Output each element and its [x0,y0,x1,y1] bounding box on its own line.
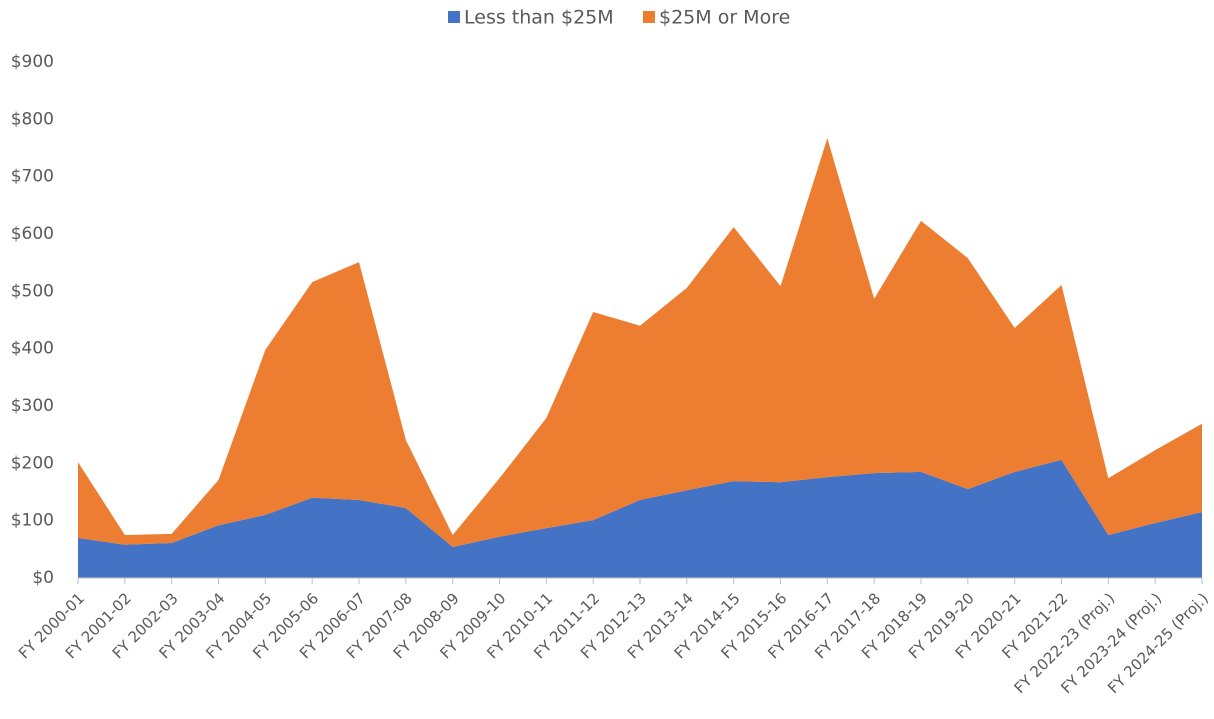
area [78,459,1202,578]
legend-swatch [448,11,460,23]
y-tick-label: $600 [11,224,54,244]
y-tick-label: $800 [11,109,54,129]
y-tick-label: $300 [11,396,54,416]
y-tick-label: $400 [11,339,54,359]
y-tick-label: $900 [11,52,54,72]
y-tick-label: $0 [32,568,54,588]
legend-label: Less than $25M [464,7,614,29]
y-tick-label: $200 [11,453,54,473]
legend-label: $25M or More [659,7,790,29]
legend-swatch [643,11,655,23]
y-tick-label: $700 [11,167,54,187]
y-tick-label: $500 [11,281,54,301]
area [78,138,1202,548]
y-tick-label: $100 [11,511,54,531]
